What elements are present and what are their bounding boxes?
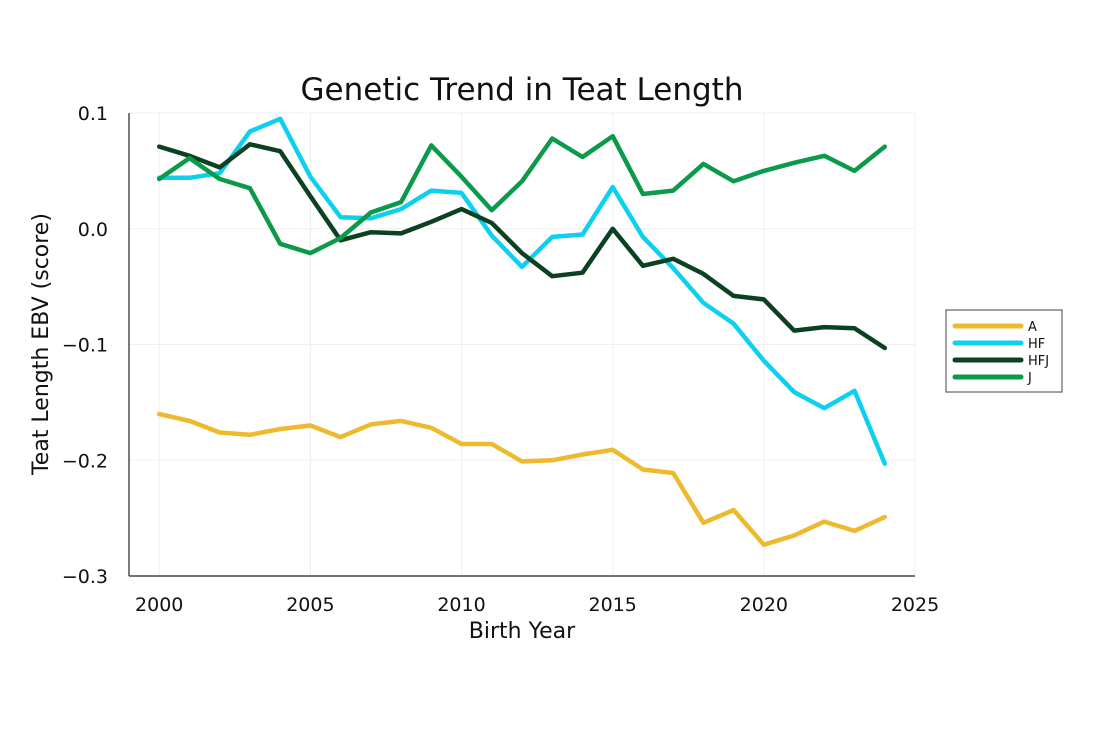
axes: 2000 2005 2010 2015 2020 2025 −0.3 −0.2 −0.1 0.0 0… bbox=[62, 103, 939, 616]
legend-label-j: J bbox=[1027, 371, 1032, 386]
x-axis-label: Birth Year bbox=[469, 619, 576, 644]
legend-label-a: A bbox=[1028, 320, 1037, 335]
y-tick-label: −0.3 bbox=[62, 566, 108, 588]
y-tick-label: 0.0 bbox=[78, 219, 108, 241]
y-tick-label: −0.1 bbox=[62, 335, 108, 357]
series-line-j bbox=[156, 133, 888, 256]
chart-title: Genetic Trend in Teat Length bbox=[301, 72, 744, 108]
x-tick-label: 2000 bbox=[135, 594, 183, 616]
legend: A HF HFJ J bbox=[945, 309, 1063, 393]
y-axis-label: Teat Length EBV (score) bbox=[29, 213, 54, 476]
legend-label-hfj: HFJ bbox=[1028, 354, 1049, 369]
y-tick-label: −0.2 bbox=[62, 450, 108, 472]
series-lines bbox=[156, 116, 888, 547]
series-line-hf bbox=[156, 116, 888, 466]
series-line-a bbox=[156, 411, 888, 547]
x-tick-label: 2025 bbox=[891, 594, 939, 616]
x-tick-label: 2005 bbox=[286, 594, 334, 616]
x-tick-label: 2010 bbox=[437, 594, 485, 616]
legend-label-hf: HF bbox=[1028, 337, 1045, 352]
x-tick-label: 2015 bbox=[589, 594, 637, 616]
y-tick-label: 0.1 bbox=[78, 103, 108, 125]
x-tick-label: 2020 bbox=[740, 594, 788, 616]
series-line-hfj bbox=[156, 142, 888, 351]
